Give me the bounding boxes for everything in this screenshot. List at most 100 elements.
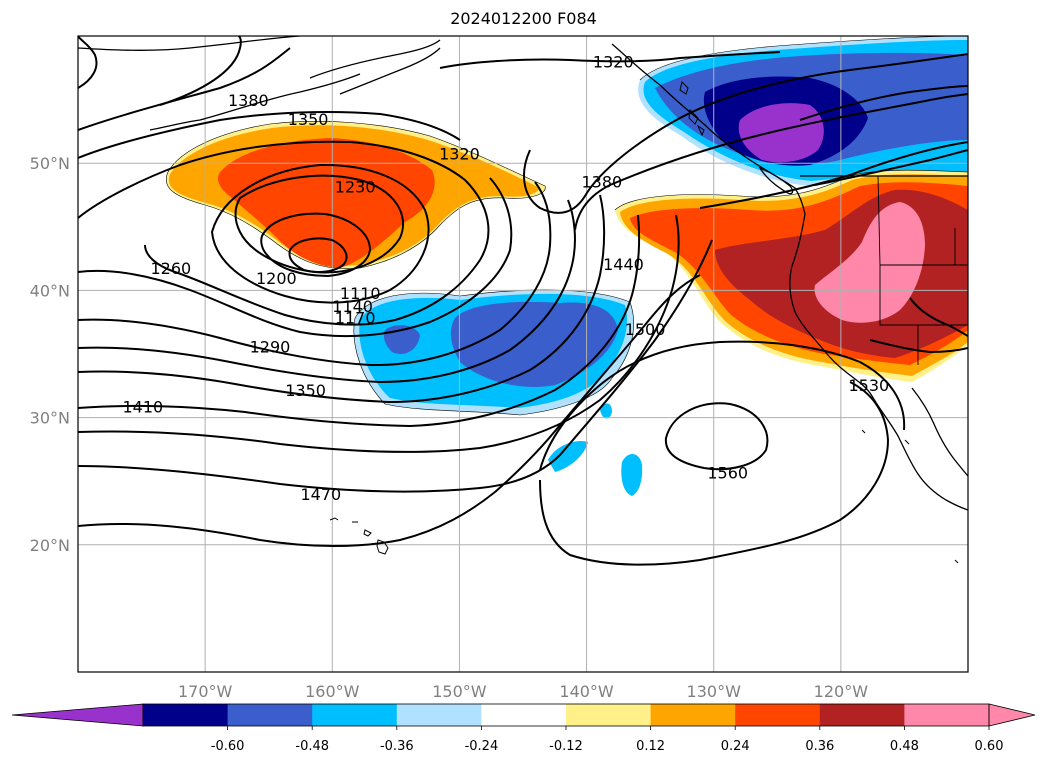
contour-label: 1470 — [300, 485, 341, 504]
shade-spot-2 — [621, 454, 643, 496]
longitude-labels: 170°W 160°W 150°W 140°W 130°W 120°W — [178, 682, 868, 701]
contour-label: 1500 — [625, 320, 666, 339]
colorbar-tick-label: -0.60 — [211, 739, 245, 754]
colorbar: -0.60 -0.48 -0.36 -0.24 -0.12 0.12 0.24 0.36 0.4… — [11, 703, 1036, 754]
contour-ne-5 — [814, 149, 968, 186]
coast-us-west — [789, 213, 873, 397]
contour-ne-7 — [869, 339, 968, 354]
contour-ne-2 — [574, 93, 968, 231]
coast-hawaii — [329, 517, 389, 555]
contour-topleft-bend — [78, 36, 98, 89]
contour-1530-south — [539, 381, 890, 566]
contour-1500 — [78, 274, 701, 547]
contour-1380 — [78, 194, 606, 404]
shade-pink-e — [814, 202, 925, 323]
contour-label: 1260 — [150, 259, 191, 278]
colorbar-bin — [227, 704, 313, 726]
colorbar-tick-label: -0.12 — [549, 739, 583, 754]
contour-1320 — [78, 181, 552, 367]
contour-label: 1350 — [285, 381, 326, 400]
colorbar-under-triangle — [11, 703, 144, 727]
coast-vancouver-island — [758, 166, 794, 195]
contour-1350-north — [78, 111, 461, 159]
contour-labels: 1380 1350 1320 1320 1230 1380 1260 1200 1440 1110… — [122, 53, 889, 504]
lon-tick-label: 160°W — [305, 682, 360, 701]
shade-spot-3 — [600, 403, 612, 419]
contour-1560-ring — [664, 402, 769, 471]
colorbar-tick-label: 0.48 — [890, 739, 919, 754]
contour-label: 1170 — [335, 308, 376, 327]
contour-label: 1320 — [593, 53, 634, 72]
shade-outlines — [166, 36, 968, 416]
colorbar-bin — [819, 704, 905, 726]
contour-label: 1440 — [603, 255, 644, 274]
contour-label: 1380 — [228, 91, 269, 110]
lat-tick-label: 50°N — [30, 154, 70, 173]
contour-1230-ring — [234, 174, 405, 274]
coast-alaska — [78, 36, 441, 131]
colorbar-bin — [312, 704, 398, 726]
colorbar-bin — [566, 704, 652, 726]
lon-tick-label: 150°W — [432, 682, 487, 701]
contour-label: 1530 — [848, 376, 889, 395]
contour-ne-1 — [523, 53, 968, 214]
shade-medium-blue — [450, 301, 618, 388]
colorbar-bin — [735, 704, 821, 726]
colorbar-bin — [396, 704, 482, 726]
contour-1320-top — [439, 51, 781, 69]
contour-ring-3 — [260, 212, 372, 278]
contour-label: 1320 — [439, 144, 480, 163]
contour-1440 — [78, 214, 680, 453]
contour-label: 1350 — [288, 110, 329, 129]
lat-tick-label: 20°N — [30, 536, 70, 555]
height-contours — [78, 36, 968, 566]
colorbar-tick-label: 0.12 — [636, 739, 665, 754]
contour-1290 — [78, 177, 513, 338]
latitude-labels: 50°N 40°N 30°N 20°N — [30, 154, 70, 555]
coast-gulf-california — [911, 387, 968, 477]
contour-1530 — [539, 340, 906, 471]
coastlines — [78, 36, 968, 564]
coast-baja — [871, 395, 968, 511]
border-states — [877, 175, 968, 365]
colorbar-bin — [904, 704, 990, 726]
colorbar-tick-label: 0.24 — [721, 739, 750, 754]
contour-label: 1410 — [122, 397, 163, 416]
contour-label: 1230 — [335, 177, 376, 196]
map-frame — [77, 35, 969, 673]
coast-alaska-peninsula — [339, 47, 441, 95]
colorbar-over-triangle — [988, 703, 1036, 727]
contour-label: 1380 — [581, 172, 622, 191]
grid-lines — [78, 36, 968, 672]
contour-label: 1560 — [707, 464, 748, 483]
contour-1350 — [78, 199, 576, 384]
shade-purple-ne — [738, 103, 824, 163]
lon-tick-label: 120°W — [814, 682, 869, 701]
lat-tick-label: 40°N — [30, 281, 70, 300]
contour-1410 — [78, 214, 641, 428]
lon-tick-label: 140°W — [559, 682, 614, 701]
colorbar-bin — [143, 704, 229, 726]
contour-1260 — [78, 140, 490, 326]
shade-spot-1 — [548, 440, 588, 472]
lon-tick-label: 170°W — [178, 682, 233, 701]
contour-ring-4 — [288, 237, 348, 273]
colorbar-tick-label: 0.60 — [975, 739, 1004, 754]
contour-label: 1290 — [250, 338, 291, 357]
lat-tick-label: 30°N — [30, 409, 70, 428]
colorbar-tick-label: -0.48 — [295, 739, 329, 754]
shade-red-orange-nw — [217, 138, 435, 268]
colorbar-tick-label: -0.36 — [380, 739, 414, 754]
colorbar-bin — [481, 704, 567, 726]
contour-1380-north — [78, 47, 291, 131]
contour-ne-4 — [699, 141, 968, 209]
contour-alaska-arc — [159, 36, 242, 106]
map-area: 1380 1350 1320 1320 1230 1380 1260 1200 1440 1110… — [78, 36, 968, 672]
contour-ne-3 — [799, 85, 968, 121]
map-title: 2024012200 F084 — [450, 9, 597, 28]
contour-1200-ring — [210, 163, 430, 304]
colorbar-bin — [650, 704, 736, 726]
contour-label: 1140 — [332, 297, 373, 316]
contour-ne-6 — [909, 297, 968, 337]
